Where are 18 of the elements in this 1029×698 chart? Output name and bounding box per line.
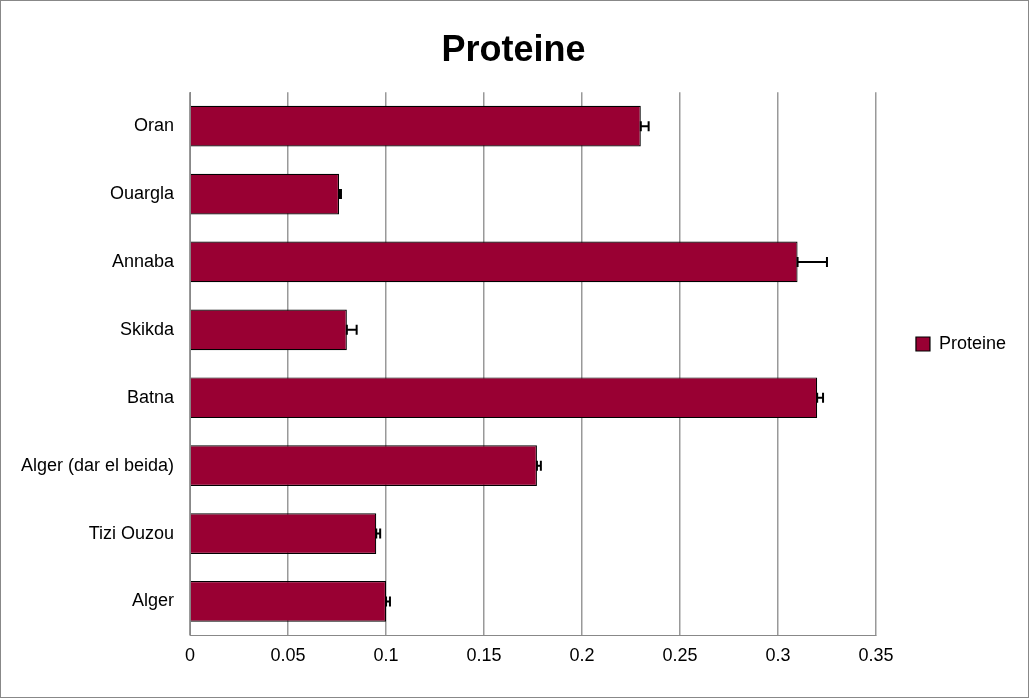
chart-title: Proteine	[441, 27, 586, 69]
x-tick-label: 0	[185, 645, 196, 666]
y-tick-label: Annaba	[112, 250, 176, 271]
y-tick-label: Tizi Ouzou	[88, 522, 175, 543]
y-tick-label: Ouargla	[110, 183, 176, 204]
x-tick-label: 0.1	[373, 645, 399, 666]
x-tick-label: 0.15	[466, 645, 502, 666]
legend-label: Proteine	[938, 332, 1006, 353]
y-tick-label: Alger	[132, 590, 175, 611]
x-tick-label: 0.35	[858, 645, 894, 666]
x-tick-label: 0.3	[765, 645, 791, 666]
y-tick-label: Oran	[134, 115, 175, 136]
x-tick-label: 0.05	[270, 645, 306, 666]
y-tick-label: Batna	[127, 386, 176, 407]
y-tick-label: Alger (dar el beida)	[20, 454, 175, 475]
x-tick-label: 0.2	[569, 645, 595, 666]
y-tick-label: Skikda	[120, 318, 176, 339]
x-tick-label: 0.25	[662, 645, 698, 666]
